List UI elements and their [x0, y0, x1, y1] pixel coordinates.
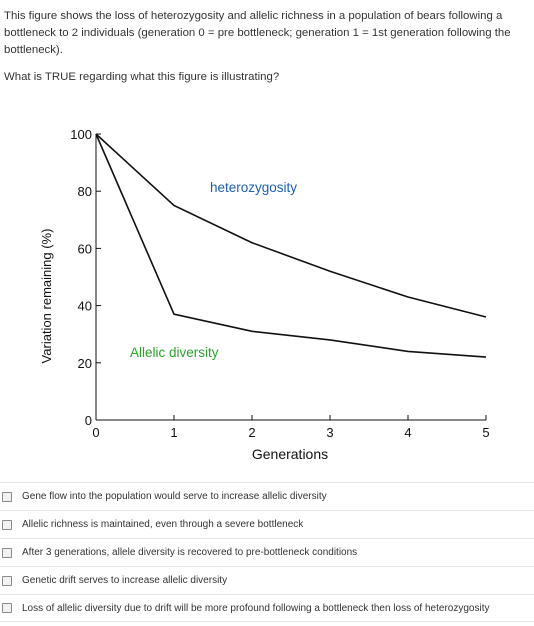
- series-line-heterozygosity: [95, 133, 487, 318]
- answer-option[interactable]: After 3 generations, allele diversity is…: [0, 538, 534, 566]
- x-tick-label: 1: [170, 425, 177, 440]
- question-prompt: What is TRUE regarding what this figure …: [4, 71, 280, 83]
- answer-option-label: After 3 generations, allele diversity is…: [22, 547, 358, 558]
- series-label-allelic-diversity: Allelic diversity: [130, 345, 219, 360]
- answer-option[interactable]: Gene flow into the population would serv…: [0, 482, 534, 510]
- answer-option[interactable]: Genetic drift serves to increase allelic…: [0, 566, 534, 594]
- question-text: This figure shows the loss of heterozygo…: [4, 8, 526, 86]
- chart-axes: [95, 134, 486, 421]
- line-chart: 0 20 40 60 80 100 0 1 2 3 4 5 Generations Variation…: [39, 127, 490, 462]
- x-tick-label: 5: [482, 425, 489, 440]
- checkbox[interactable]: [2, 519, 12, 530]
- answer-option[interactable]: Loss of allelic diversity due to drift w…: [0, 594, 534, 622]
- chart-ticks: 0 20 40 60 80 100 0 1 2 3 4 5: [70, 127, 489, 440]
- checkbox[interactable]: [2, 547, 12, 558]
- answer-option-label: Allelic richness is maintained, even thr…: [22, 519, 304, 530]
- y-tick-label: 60: [78, 241, 92, 256]
- x-tick-label: 0: [92, 425, 99, 440]
- x-tick-label: 3: [326, 425, 333, 440]
- checkbox[interactable]: [2, 491, 12, 502]
- x-tick-label: 4: [404, 425, 411, 440]
- y-tick-label: 100: [70, 127, 92, 142]
- y-tick-label: 80: [78, 184, 92, 199]
- y-tick-label: 0: [85, 413, 92, 428]
- x-tick-label: 2: [248, 425, 255, 440]
- checkbox[interactable]: [2, 575, 12, 586]
- answer-option-label: Genetic drift serves to increase allelic…: [22, 575, 228, 586]
- series-line-allelic-diversity: [95, 133, 487, 358]
- answer-option-label: Gene flow into the population would serv…: [22, 491, 327, 502]
- answer-option-label: Loss of allelic diversity due to drift w…: [22, 602, 490, 614]
- answer-options: Gene flow into the population would serv…: [0, 482, 534, 622]
- chart-series: [95, 133, 487, 358]
- answer-option[interactable]: Allelic richness is maintained, even thr…: [0, 510, 534, 538]
- y-tick-label: 20: [78, 356, 92, 371]
- y-tick-label: 40: [78, 299, 92, 314]
- checkbox[interactable]: [2, 603, 12, 613]
- y-axis-label: Variation remaining (%): [39, 229, 54, 364]
- question-intro: This figure shows the loss of heterozygo…: [4, 10, 511, 56]
- x-axis-label: Generations: [252, 446, 328, 462]
- series-label-heterozygosity: heterozygosity: [210, 180, 297, 195]
